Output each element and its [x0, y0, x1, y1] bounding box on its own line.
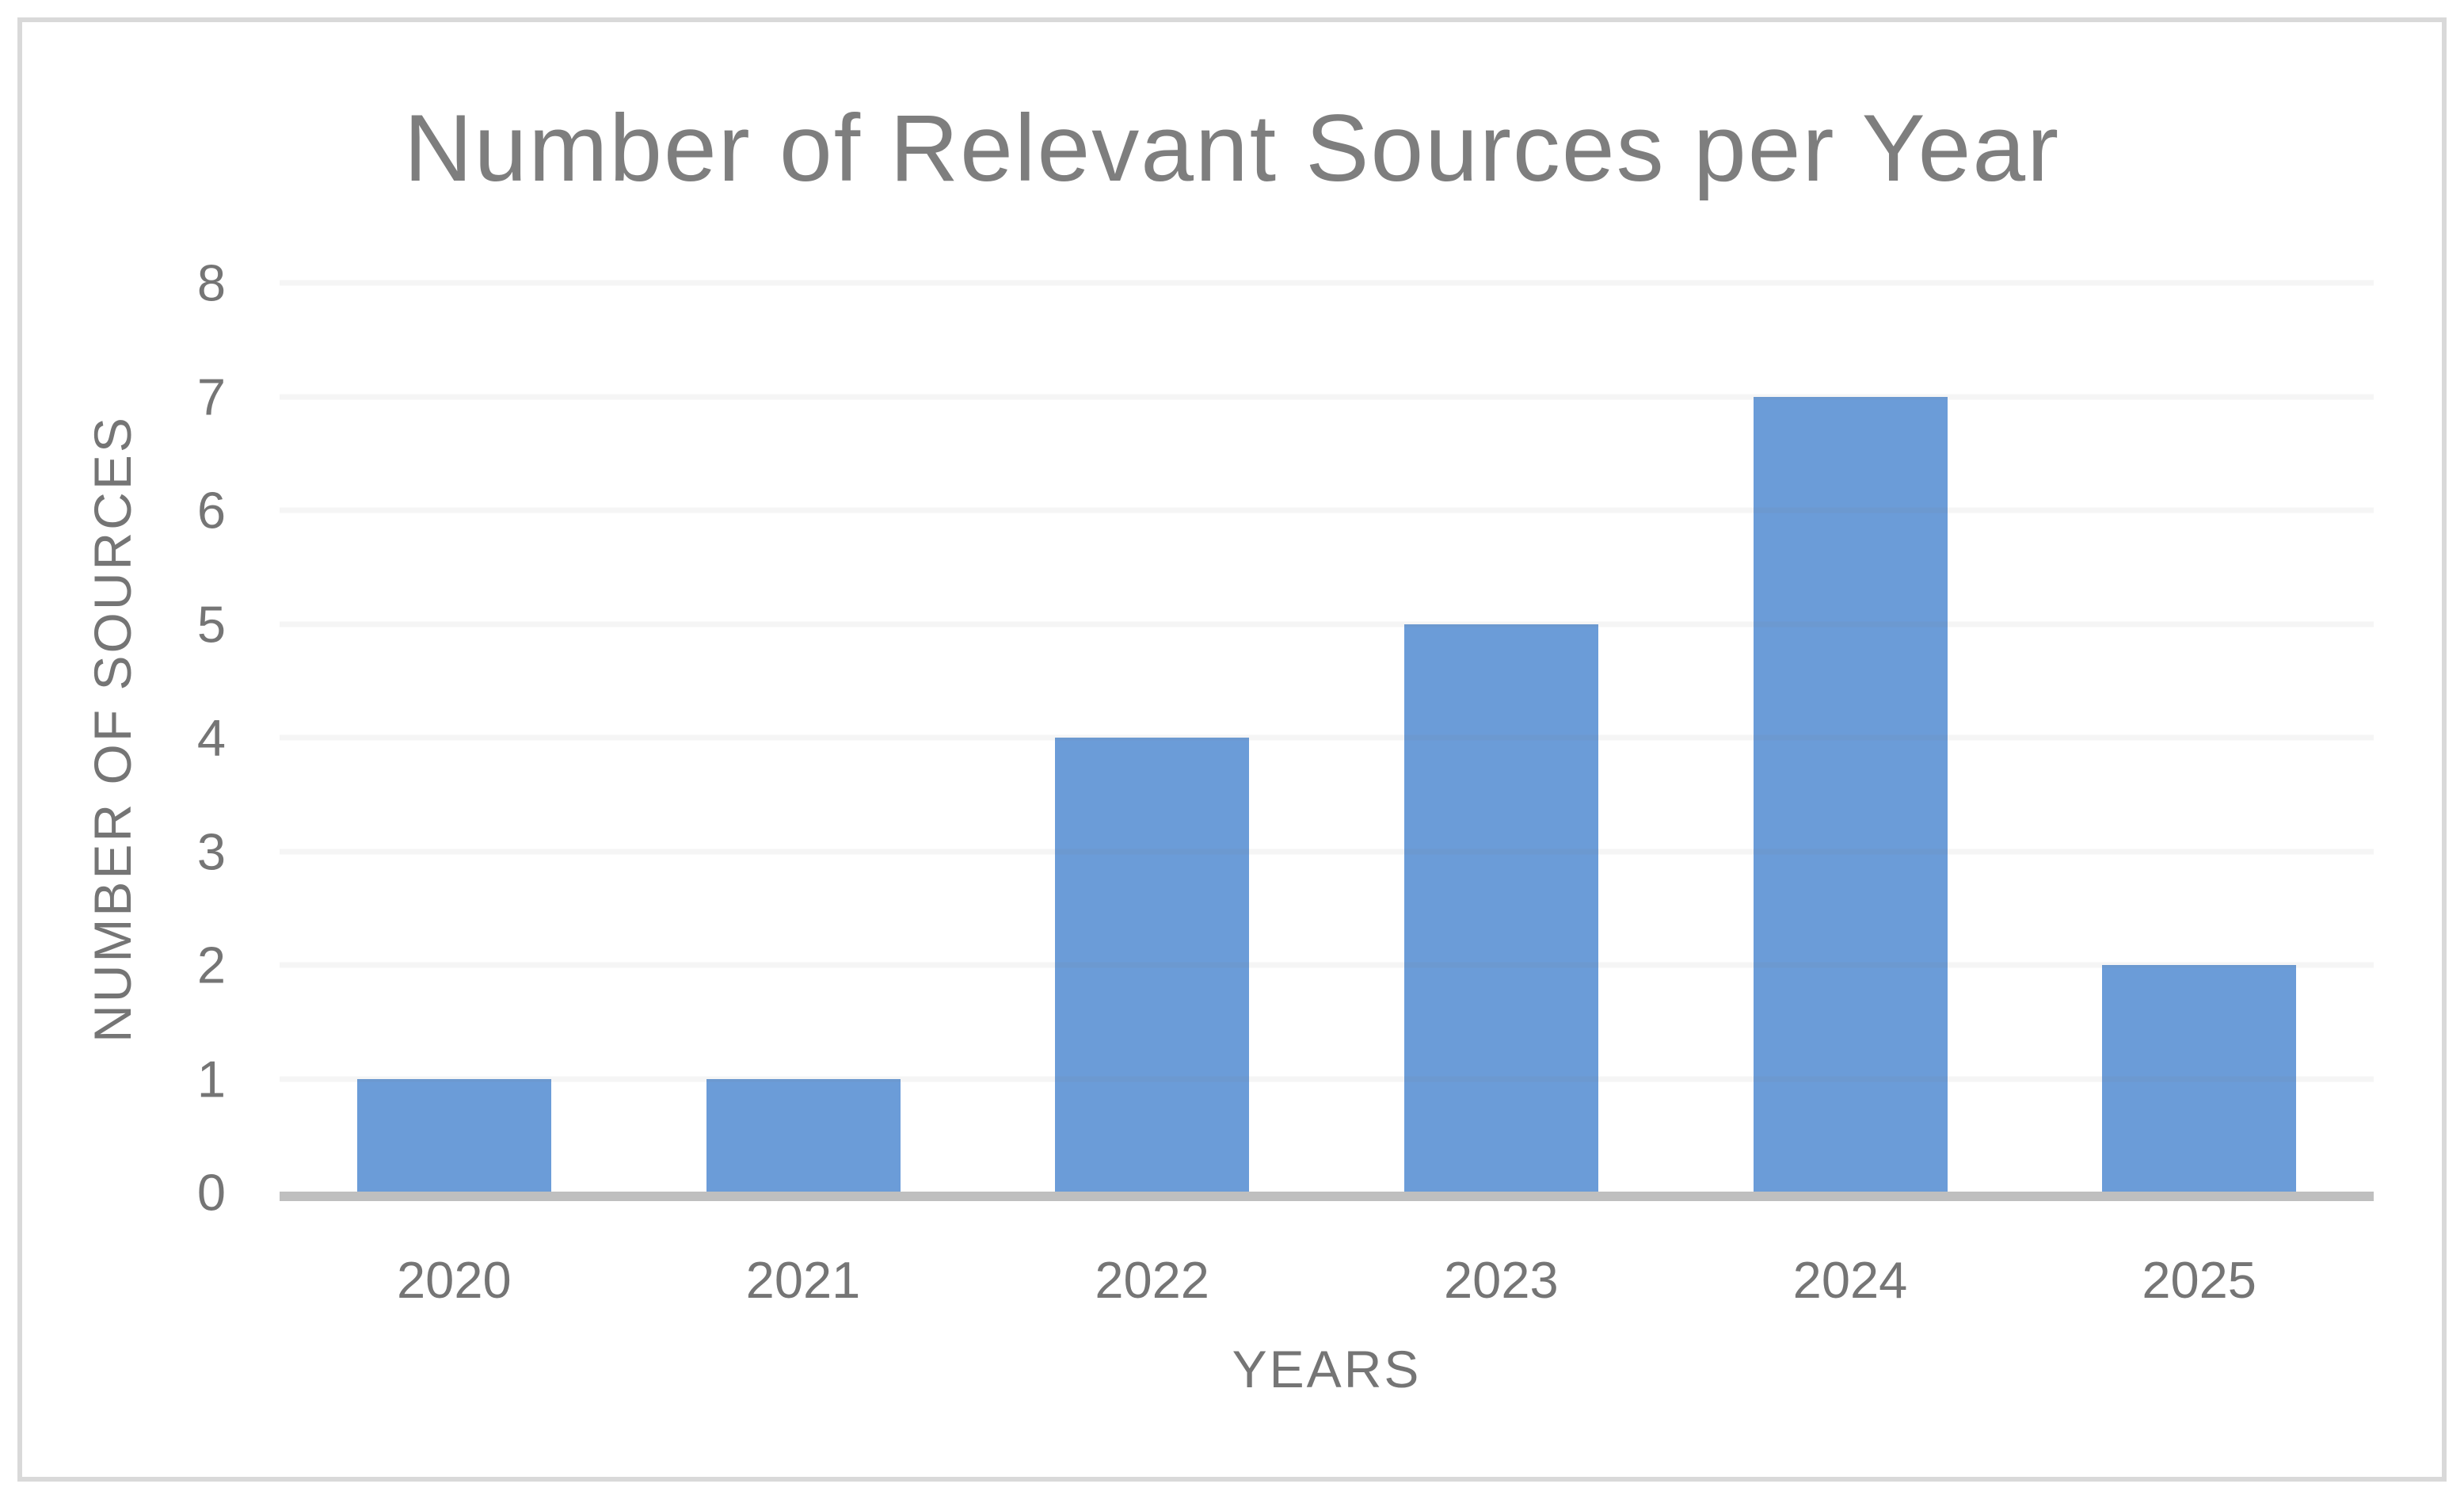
bar-2024	[1753, 396, 1948, 1192]
y-tick-label-5: 5	[196, 595, 226, 653]
bar-2020	[356, 1078, 551, 1192]
bar-2023	[1403, 624, 1598, 1192]
plot-area	[280, 280, 2374, 1201]
x-tick-label-2023: 2023	[1444, 1251, 1559, 1309]
x-tick-label-2025: 2025	[2142, 1251, 2256, 1309]
x-axis-line	[280, 1192, 2374, 1201]
y-tick-label-4: 4	[196, 708, 226, 767]
y-tick-label-6: 6	[196, 481, 226, 540]
y-tick-label-7: 7	[196, 368, 226, 425]
x-tick-label-2020: 2020	[397, 1251, 512, 1309]
y-axis-tick-labels: 0 1 2 3 4 5 6 7 8	[95, 257, 226, 1219]
bar-2025	[2102, 965, 2297, 1192]
y-tick-label-2: 2	[196, 936, 226, 994]
chart-title: Number of Relevant Sources per Year	[403, 95, 2061, 201]
x-tick-label-2022: 2022	[1095, 1251, 1209, 1309]
bar-2022	[1055, 738, 1250, 1192]
x-axis-tick-labels: 2020 2021 2022 2023 2024 2025	[280, 1250, 2374, 1309]
x-axis-title: YEARS	[1232, 1340, 1422, 1398]
y-tick-label-1: 1	[196, 1050, 226, 1108]
y-tick-label-0: 0	[196, 1163, 226, 1222]
bar-2021	[706, 1078, 901, 1192]
y-tick-label-8: 8	[196, 254, 226, 312]
x-tick-label-2024: 2024	[1792, 1251, 1908, 1309]
y-tick-label-3: 3	[196, 822, 226, 880]
bar-series	[280, 283, 2374, 1192]
x-tick-label-2021: 2021	[745, 1251, 861, 1309]
